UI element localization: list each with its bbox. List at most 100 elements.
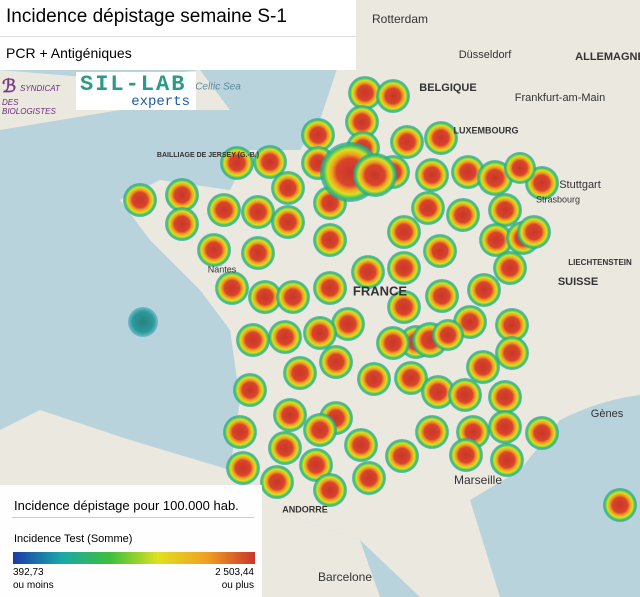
legend-max-note: ou plus	[221, 580, 254, 591]
heat-spot	[424, 121, 458, 155]
heat-spot	[479, 223, 513, 257]
heat-spot	[319, 345, 353, 379]
heat-spot	[495, 308, 529, 342]
color-scale	[13, 552, 255, 564]
map-label: Rotterdam	[372, 12, 428, 26]
sillab-logo: SIL-LAB experts	[76, 72, 196, 110]
logo-text: SIL-LAB	[80, 72, 187, 97]
heat-spot	[351, 255, 385, 289]
heat-spot	[268, 320, 302, 354]
heat-spot	[488, 380, 522, 414]
heat-spot	[488, 193, 522, 227]
heat-spot	[241, 236, 275, 270]
heat-spot	[385, 439, 419, 473]
heat-spot	[390, 125, 424, 159]
legend-measure: Incidence Test (Somme)	[14, 533, 133, 545]
legend-title: Incidence dépistage pour 100.000 hab.	[14, 498, 239, 513]
logo-text: SYNDICAT	[20, 84, 60, 93]
heat-spot	[449, 438, 483, 472]
heat-spot	[303, 413, 337, 447]
sea	[470, 395, 640, 597]
heat-spot	[603, 488, 637, 522]
map-label: LUXEMBOURG	[454, 125, 519, 135]
heat-spot	[220, 146, 254, 180]
heat-spot	[451, 155, 485, 189]
heat-spot	[273, 398, 307, 432]
legend: Incidence dépistage pour 100.000 hab. In…	[0, 485, 262, 597]
divider	[12, 517, 254, 518]
heat-spot	[215, 271, 249, 305]
heat-spot	[207, 193, 241, 227]
logo-text: DES BIOLOGISTES	[2, 98, 56, 116]
heat-spot	[271, 171, 305, 205]
heat-spot	[490, 443, 524, 477]
heat-spot	[425, 279, 459, 313]
heat-spot	[241, 195, 275, 229]
heat-spot	[467, 273, 501, 307]
heat-spot	[466, 350, 500, 384]
heat-spot	[376, 326, 410, 360]
heat-spot	[517, 215, 551, 249]
map-label: Gènes	[591, 408, 624, 420]
heat-spot	[353, 153, 397, 197]
heat-spot	[299, 448, 333, 482]
heat-spot	[352, 461, 386, 495]
heat-spot	[394, 361, 428, 395]
map-label: Barcelone	[318, 570, 372, 584]
heat-spot	[477, 160, 513, 196]
heat-spot	[313, 473, 347, 507]
map-label: Strasbourg	[536, 194, 580, 204]
title: Incidence dépistage semaine S-1	[6, 6, 287, 27]
heat-spot	[415, 158, 449, 192]
heat-spot	[165, 207, 199, 241]
map-label: SUISSE	[558, 276, 598, 288]
heat-spot	[303, 316, 337, 350]
heat-spot	[226, 451, 260, 485]
map-label: Frankfurt-am-Main	[515, 92, 605, 104]
heat-spot	[313, 271, 347, 305]
heat-spot	[421, 375, 455, 409]
heat-spot	[253, 145, 287, 179]
map-label: FRANCE	[353, 283, 407, 298]
heat-spot	[248, 280, 282, 314]
heat-spot	[504, 152, 536, 184]
legend-min-note: ou moins	[13, 580, 54, 591]
heat-spot	[236, 323, 270, 357]
logo-text: experts	[131, 94, 190, 110]
divider	[0, 36, 356, 37]
heat-spot	[411, 191, 445, 225]
heat-spot	[197, 233, 231, 267]
heat-spot	[423, 234, 457, 268]
heat-spot	[276, 280, 310, 314]
heat-spot	[345, 105, 379, 139]
heat-spot	[233, 373, 267, 407]
map-label: LIECHTENSTEIN	[568, 258, 632, 267]
heat-spot	[387, 251, 421, 285]
heat-spot	[128, 307, 158, 337]
heat-spot	[344, 428, 378, 462]
legend-max: 2 503,44	[215, 567, 254, 578]
map-label: Stuttgart	[559, 179, 601, 191]
heat-spot	[348, 76, 382, 110]
heat-spot	[283, 356, 317, 390]
heat-spot	[432, 319, 464, 351]
map-label: Celtic Sea	[195, 82, 241, 93]
heat-spot	[495, 336, 529, 370]
heat-spot	[387, 215, 421, 249]
map-label: BELGIQUE	[419, 82, 476, 94]
heat-spot	[493, 251, 527, 285]
heat-spot	[525, 416, 559, 450]
map-label: ANDORRE	[282, 504, 328, 514]
map-label: BAILLIAGE DE JERSEY (G.-B.)	[157, 152, 259, 159]
heat-spot	[357, 362, 391, 396]
heat-spot	[260, 465, 294, 499]
map-label: Marseille	[454, 473, 502, 487]
legend-min: 392,73	[13, 567, 44, 578]
map-label: Nantes	[208, 264, 237, 274]
title-box: Incidence dépistage semaine S-1 PCR + An…	[0, 0, 356, 70]
map-label: Düsseldorf	[459, 49, 513, 61]
heat-spot	[387, 290, 421, 324]
syndicat-logo: ℬ SYNDICAT DES BIOLOGISTES	[2, 74, 74, 116]
heat-spot	[271, 205, 305, 239]
